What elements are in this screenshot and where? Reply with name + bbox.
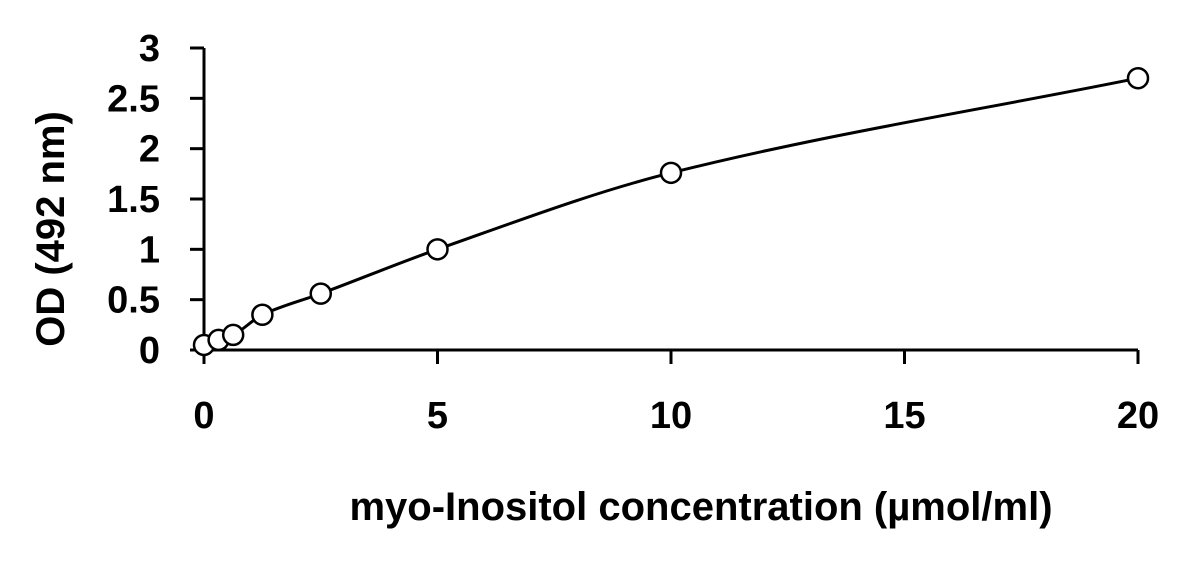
y-tick-label: 3 [139, 28, 160, 70]
y-tick-label: 0 [139, 330, 160, 372]
data-point [659, 161, 683, 185]
y-tick-label: 1 [139, 229, 160, 271]
x-tick-label: 10 [650, 395, 692, 437]
x-axis-title: myo-Inositol concentration (µmol/ml) [349, 485, 1052, 529]
y-tick-label: 1.5 [107, 179, 160, 221]
x-tick-label: 5 [427, 395, 448, 437]
data-point [426, 238, 449, 261]
y-tick-label: 0.5 [107, 280, 160, 322]
x-tick-label: 0 [193, 395, 214, 437]
data-point [251, 303, 274, 327]
data-point [1126, 66, 1150, 90]
y-tick-label: 2 [139, 129, 160, 171]
fit-curve [203, 76, 1139, 347]
x-tick-label: 20 [1117, 395, 1159, 437]
data-point [309, 282, 332, 305]
data-point [221, 323, 245, 347]
y-ticks: 0 0.5 1 1.5 2 2.5 3 [107, 28, 204, 372]
axes [202, 48, 1138, 352]
y-tick-label: 2.5 [107, 78, 160, 120]
y-axis-title: OD (492 nm) [29, 111, 73, 347]
data-points [192, 66, 1150, 357]
x-tick-label: 15 [883, 395, 925, 437]
x-ticks: 0 5 10 15 20 [193, 350, 1159, 437]
